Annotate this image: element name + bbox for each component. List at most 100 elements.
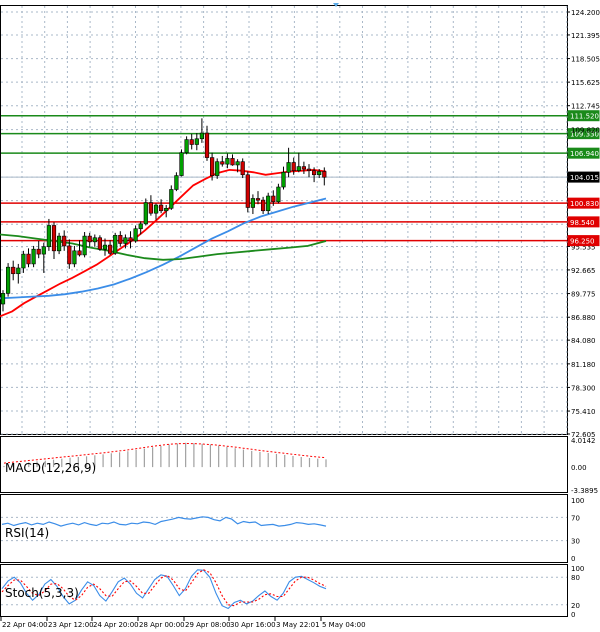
bear-candle — [301, 166, 307, 170]
price-tick-label: 121.395 — [571, 32, 600, 40]
bear-candle — [97, 237, 102, 250]
macd-panel-frame — [0, 436, 568, 493]
bull-candle — [250, 198, 256, 208]
bear-candle — [204, 132, 210, 158]
bear-candle — [230, 158, 235, 166]
bull-candle — [225, 158, 230, 165]
bear-candle — [260, 199, 266, 212]
level-label: 106.940 — [570, 150, 599, 158]
time-tick-label: 22 Apr 04:00 — [2, 621, 48, 629]
bull-candle — [123, 237, 128, 244]
time-tick-label: 24 Apr 20:00 — [93, 621, 139, 629]
stoch-tick-label: 0 — [571, 611, 575, 619]
stoch-tick-label: 100 — [571, 565, 584, 573]
time-tick-label: 29 Apr 08:00 — [185, 621, 231, 629]
stoch-panel-frame — [0, 564, 568, 617]
level-label-box — [567, 197, 600, 209]
bear-candle — [220, 161, 225, 165]
bull-candle — [276, 186, 281, 203]
bear-candle — [240, 161, 245, 176]
scroll-marker-icon[interactable] — [333, 3, 339, 7]
rsi-tick-label: 0 — [571, 555, 575, 563]
ma-mid-line — [0, 197, 327, 300]
bull-candle — [286, 162, 291, 173]
level-label: 96.250 — [570, 238, 595, 246]
bull-candle — [153, 204, 159, 214]
bear-candle — [255, 198, 261, 201]
rsi-title: RSI(14) — [5, 526, 49, 540]
bull-candle — [215, 161, 220, 176]
level-label: 111.520 — [570, 113, 599, 121]
bear-candle — [189, 139, 194, 145]
bear-candle — [62, 235, 67, 247]
bull-candle — [0, 293, 6, 305]
bear-candle — [245, 174, 250, 208]
time-axis: 22 Apr 04:00 23 Apr 12:00 24 Apr 20:00 28 A… — [0, 617, 366, 629]
price-tick-label: 115.625 — [571, 79, 600, 87]
bull-candle — [102, 244, 108, 250]
price-tick-label: 124.200 — [571, 9, 600, 17]
macd-title: MACD(12,26,9) — [5, 461, 96, 475]
bull-candle — [113, 234, 118, 254]
price-tick-label: 92.665 — [571, 267, 596, 275]
rsi-tick-label: 100 — [571, 497, 584, 505]
time-tick-label: 5 May 04:00 — [322, 621, 366, 629]
level-label: 100.830 — [570, 200, 599, 208]
level-label: 104.015 — [570, 174, 599, 182]
bull-candle — [16, 267, 21, 275]
bear-candle — [108, 244, 113, 254]
candlesticks — [0, 118, 327, 312]
bull-candle — [138, 223, 143, 230]
level-label-box — [567, 128, 600, 140]
ma-fast-line — [0, 168, 327, 318]
bear-candle — [271, 195, 276, 203]
bull-candle — [21, 253, 26, 269]
price-tick-label: 72.605 — [571, 431, 596, 439]
price-tick-label: 84.080 — [571, 337, 596, 345]
macd-tick-label: 0.00 — [571, 464, 587, 472]
bull-candle — [46, 225, 51, 248]
bull-candle — [281, 172, 286, 188]
bear-candle — [128, 237, 133, 242]
bull-candle — [133, 228, 138, 242]
time-tick-label: 3 May 22:01 — [276, 621, 320, 629]
bear-candle — [210, 157, 215, 176]
level-label-box — [567, 171, 600, 183]
price-label-partial: 109.820 — [571, 127, 600, 135]
price-tick-label: 118.505 — [571, 56, 600, 64]
price-tick-label: 112.745 — [571, 103, 600, 111]
bull-candle — [41, 246, 46, 255]
bull-candle — [6, 266, 11, 294]
bull-candle — [72, 250, 77, 265]
bull-candle — [174, 175, 179, 190]
level-label-box — [567, 110, 600, 122]
bull-candle — [143, 202, 148, 225]
level-label-box — [567, 216, 600, 228]
bear-candle — [148, 202, 154, 214]
level-label: 109.330 — [570, 131, 599, 139]
macd-signal-line — [3, 442, 327, 464]
macd-tick-label: -3.3895 — [571, 487, 598, 495]
bear-candle — [291, 162, 296, 171]
chart-grid — [1, 6, 568, 435]
time-tick-label: 30 Apr 16:00 — [230, 621, 276, 629]
bull-candle — [199, 132, 205, 140]
level-label-box — [567, 147, 600, 159]
bear-candle — [11, 266, 16, 275]
price-tick-label: 89.775 — [571, 291, 596, 299]
rsi-line — [1, 516, 327, 527]
rsi-panel-frame — [0, 494, 568, 563]
stoch-signal-line — [1, 569, 327, 607]
bull-candle — [31, 248, 36, 265]
time-tick-label: 23 Apr 12:00 — [48, 621, 94, 629]
bull-candle — [296, 166, 301, 171]
macd-tick-label: 4.0142 — [571, 437, 596, 445]
bull-candle — [266, 195, 271, 212]
bull-candle — [184, 139, 189, 153]
bear-candle — [306, 168, 312, 171]
bear-candle — [67, 245, 72, 265]
bear-candle — [322, 171, 327, 178]
level-label: 98.540 — [570, 219, 595, 227]
